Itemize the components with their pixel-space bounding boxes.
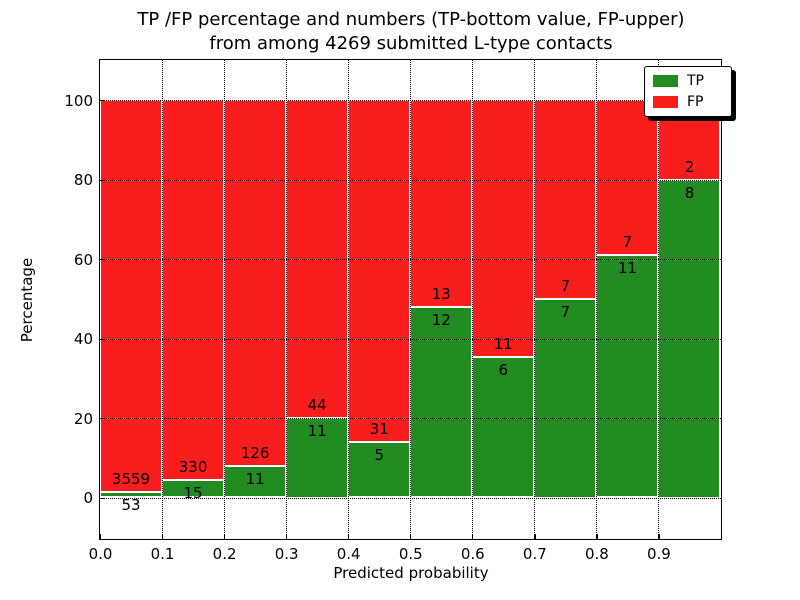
tp-count-label: 12 [431, 310, 451, 329]
fp-bar-segment [100, 100, 163, 492]
legend-item-fp: FP [653, 94, 723, 110]
fp-count-label: 31 [369, 420, 389, 439]
plot-area: 3559 53 330 15 126 11 44 11 31 5 13 12 11 6 7 7 7 11 2 8 TP… [99, 58, 732, 540]
fp-bar-segment [596, 100, 659, 255]
gridline-vertical [472, 59, 474, 539]
x-tick-label: 0.9 [647, 545, 671, 563]
y-tick-label: 0 [83, 489, 93, 507]
x-tick-mark [286, 533, 288, 539]
gridline-vertical [658, 59, 660, 539]
fp-bar-segment [534, 100, 597, 299]
gridline-vertical [224, 59, 226, 539]
x-tick-mark [348, 533, 350, 539]
x-tick-mark [224, 533, 226, 539]
x-tick-label: 0.5 [398, 545, 423, 563]
x-tick-label: 0.7 [522, 545, 547, 563]
legend-tp-label: TP [687, 72, 704, 89]
x-tick-mark [410, 533, 412, 539]
gridline-horizontal [100, 100, 721, 101]
gridline-vertical [348, 59, 350, 539]
y-tick-mark [100, 338, 105, 340]
fp-count-label: 7 [560, 276, 571, 295]
y-tick-label: 40 [73, 330, 93, 348]
fp-bar-segment [410, 100, 473, 307]
tp-bar-segment [410, 306, 473, 498]
y-tick-mark [100, 259, 105, 261]
x-tick-label: 0.1 [150, 545, 175, 563]
y-tick-mark [100, 418, 105, 420]
legend-fp-swatch [653, 95, 678, 108]
x-tick-label: 0.8 [584, 545, 609, 563]
y-tick-label: 100 [64, 91, 93, 110]
fp-count-label: 2 [684, 157, 695, 176]
chart-title-line1: TP /FP percentage and numbers (TP-bottom… [137, 9, 685, 30]
x-tick-mark [162, 533, 164, 539]
tp-count-label: 5 [374, 446, 384, 465]
y-axis-label: Percentage [18, 257, 36, 343]
legend: TP FP [644, 65, 732, 117]
y-tick-label: 80 [73, 171, 93, 189]
x-axis-label: Predicted probability [333, 564, 489, 582]
tp-count-label: 11 [307, 422, 327, 440]
x-tick-label: 0.0 [88, 545, 113, 563]
y-tick-mark [100, 100, 105, 102]
tp-count-label: 7 [560, 302, 571, 321]
legend-tp-swatch [653, 74, 678, 87]
fp-bar-segment [348, 100, 411, 443]
gridline-horizontal [100, 418, 721, 419]
gridline-horizontal [100, 497, 721, 499]
tp-bar-segment [596, 254, 659, 498]
tp-bar-segment [534, 298, 597, 498]
gridline-horizontal [100, 338, 721, 340]
chart-title: TP /FP percentage and numbers (TP-bottom… [99, 8, 723, 56]
x-tick-mark [596, 533, 598, 539]
fp-count-label: 13 [431, 284, 451, 303]
fp-count-label: 44 [307, 396, 327, 414]
x-tick-label: 0.3 [274, 545, 299, 563]
fp-count-label: 3559 [111, 469, 151, 488]
x-tick-label: 0.4 [336, 545, 361, 563]
chart-title-line2: from among 4269 submitted L-type contact… [209, 33, 613, 54]
fp-bar-segment [472, 100, 535, 358]
x-tick-mark [100, 533, 102, 539]
y-tick-mark [100, 497, 105, 499]
tp-count-label: 11 [617, 258, 637, 277]
tp-count-label: 53 [121, 495, 141, 514]
fp-count-label: 7 [622, 232, 633, 251]
gridline-vertical [162, 59, 164, 539]
gridline-vertical [286, 59, 288, 539]
x-tick-mark [658, 533, 660, 539]
fp-bar-segment [224, 100, 287, 466]
x-tick-mark [534, 533, 536, 539]
y-tick-label: 20 [73, 409, 93, 428]
gridline-vertical [410, 59, 412, 539]
fp-count-label: 330 [178, 458, 208, 477]
fp-count-label: 11 [493, 335, 513, 354]
x-tick-mark [472, 533, 474, 539]
gridline-vertical [596, 59, 598, 539]
gridline-horizontal [100, 259, 721, 260]
legend-fp-label: FP [687, 93, 704, 110]
x-tick-label: 0.6 [460, 545, 485, 563]
fp-count-label: 126 [240, 443, 270, 462]
tp-count-label: 15 [183, 484, 203, 503]
tp-count-label: 6 [498, 361, 509, 380]
tp-bar-segment [100, 491, 163, 498]
legend-item-tp: TP [653, 73, 723, 89]
fp-bar-segment [162, 100, 225, 481]
y-tick-label: 60 [73, 250, 93, 269]
y-tick-mark [100, 179, 105, 181]
tp-count-label: 11 [245, 469, 265, 488]
x-tick-label: 0.2 [212, 545, 237, 563]
gridline-horizontal [100, 179, 721, 181]
tp-count-label: 8 [684, 183, 695, 202]
gridline-vertical [534, 59, 536, 539]
